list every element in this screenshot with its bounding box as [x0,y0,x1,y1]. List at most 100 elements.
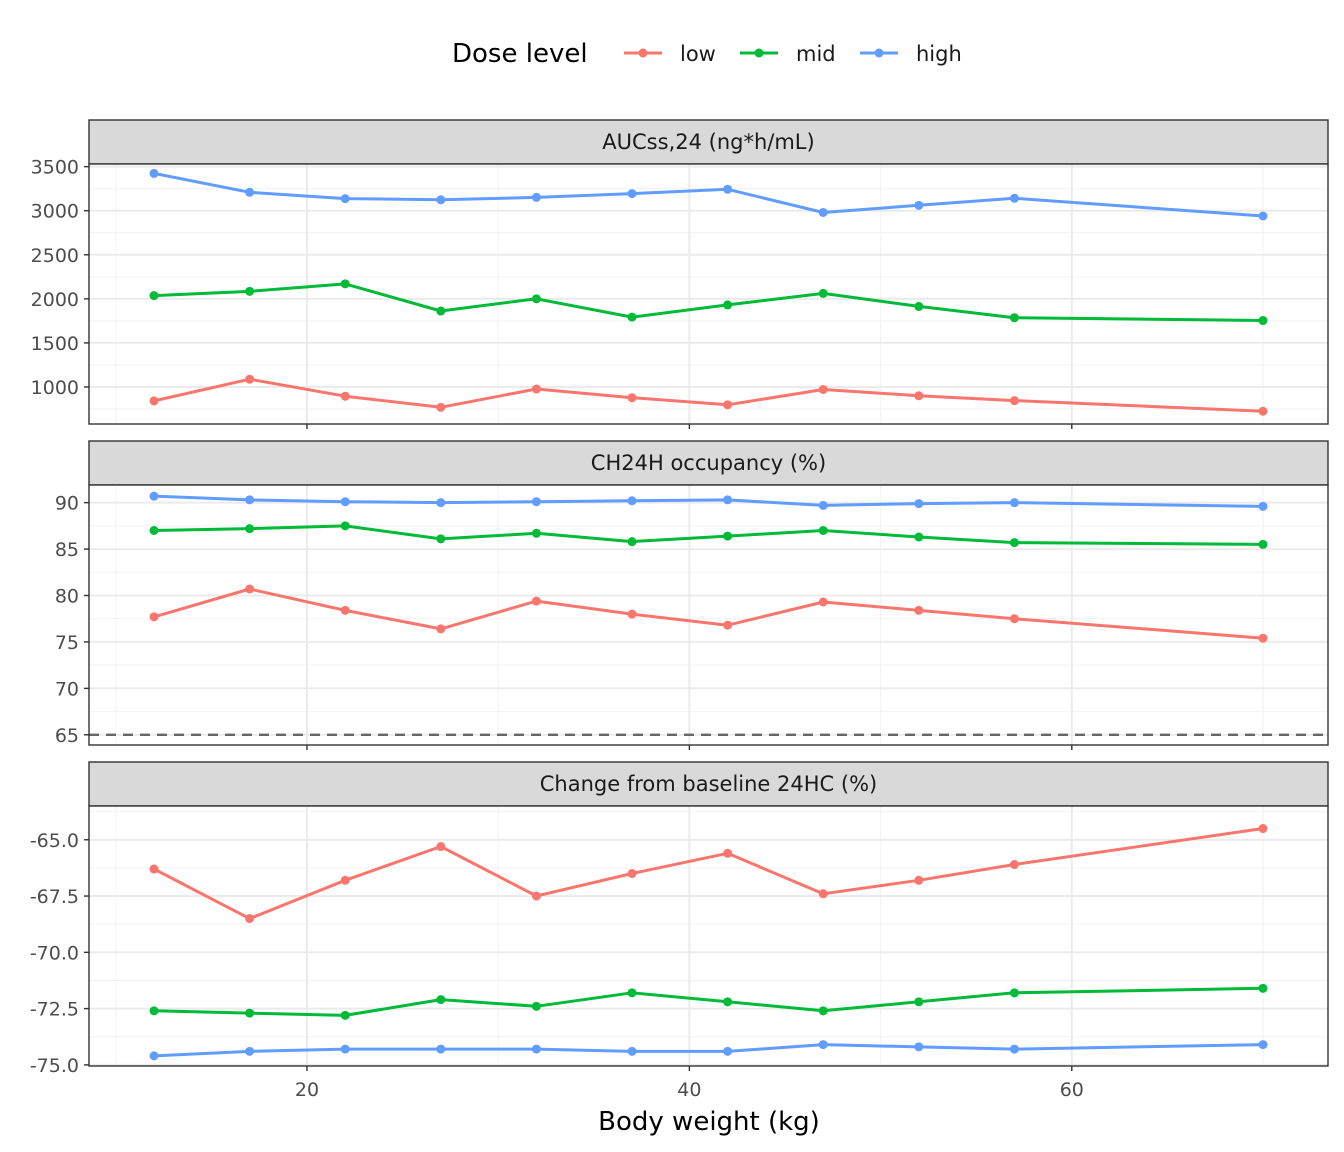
data-point-high [914,499,924,509]
data-point-high [149,1051,159,1061]
data-point-high [914,200,924,210]
legend-item-low: low [624,42,716,66]
data-point-mid [1009,538,1019,548]
data-point-low [436,842,446,852]
data-point-low [1258,406,1268,416]
data-point-mid [627,312,637,322]
panel-grid [89,485,1328,745]
series-low [149,824,1268,924]
data-point-low [723,400,733,410]
data-point-mid [531,528,541,538]
data-point-low [627,609,637,619]
data-point-low [914,605,924,615]
series-low [149,374,1268,416]
panel-strip [88,761,1329,807]
y-tick-label: 1500 [31,333,79,355]
data-point-low [436,402,446,412]
y-tick-label: 70 [55,678,79,700]
legend-key-point-high [874,48,884,58]
data-point-mid [149,1006,159,1016]
series-high [149,168,1268,221]
data-point-high [149,168,159,178]
data-point-mid [1258,983,1268,993]
data-point-low [340,605,350,615]
data-point-high [531,192,541,202]
data-point-low [436,624,446,634]
y-tick-label: 3500 [31,157,79,179]
data-point-low [914,391,924,401]
data-point-low [531,891,541,901]
series-high [149,491,1268,511]
panel-grid [89,164,1328,424]
data-point-mid [723,531,733,541]
data-point-mid [627,988,637,998]
data-point-high [723,495,733,505]
legend-label-high: high [916,42,962,66]
data-point-mid [436,306,446,316]
legend-item-mid: mid [740,42,836,66]
data-point-high [1258,501,1268,511]
data-point-low [1258,824,1268,834]
data-point-high [1258,1040,1268,1050]
data-point-mid [340,1010,350,1020]
data-point-high [818,207,828,217]
panel-2: CH24H occupancy (%) 65 70 75 80 85 90 [55,440,1329,750]
legend: Dose level low mid high [452,39,962,69]
data-point-mid [818,1006,828,1016]
x-tick-label: 40 [677,1079,701,1101]
legend-title: Dose level [452,39,588,69]
data-point-mid [723,300,733,310]
data-point-low [340,875,350,885]
data-point-low [245,584,255,594]
panel-strip [88,119,1329,165]
series-high [149,1040,1268,1061]
data-point-high [436,195,446,205]
legend-key-point-mid [754,48,764,58]
panel-background [89,485,1328,745]
data-point-high [627,496,637,506]
y-tick-label: -67.5 [30,886,79,908]
y-tick-label: 65 [55,725,79,747]
data-point-mid [818,288,828,298]
data-point-low [1009,860,1019,870]
data-point-low [1009,396,1019,406]
y-tick-label: -72.5 [30,999,79,1021]
legend-item-high: high [860,42,962,66]
x-tick-label: 60 [1060,1079,1084,1101]
x-axis-title: Body weight (kg) [598,1107,820,1137]
y-tick-label: -75.0 [30,1055,79,1077]
panel-strip [88,440,1329,486]
data-point-high [723,1046,733,1056]
data-point-mid [340,279,350,289]
legend-key-point-low [638,48,648,58]
panel-title: AUCss,24 (ng*h/mL) [602,130,814,154]
data-point-mid [149,526,159,535]
y-tick-label: 2500 [31,245,79,267]
legend-entries: low mid high [624,42,962,66]
data-point-high [627,189,637,199]
panel-border [88,484,1329,746]
series-mid [149,279,1268,326]
data-point-low [1009,614,1019,624]
data-point-high [723,184,733,194]
data-point-low [245,914,255,924]
data-point-mid [1009,313,1019,323]
data-point-mid [914,997,924,1007]
data-point-low [149,612,159,622]
data-point-high [149,491,159,501]
data-point-high [340,194,350,204]
data-point-low [723,848,733,858]
data-point-mid [149,291,159,301]
data-point-high [627,1046,637,1056]
data-point-mid [245,286,255,296]
panels: AUCss,24 (ng*h/mL) 1000 1500 2000 2500 3000 35… [30,119,1329,1077]
data-point-low [818,384,828,394]
data-point-high [245,495,255,505]
data-point-mid [627,537,637,547]
data-point-low [723,620,733,630]
data-point-mid [245,1008,255,1018]
panel-title: Change from baseline 24HC (%) [540,772,877,796]
series-low [149,584,1268,643]
panel-title: CH24H occupancy (%) [591,451,826,475]
